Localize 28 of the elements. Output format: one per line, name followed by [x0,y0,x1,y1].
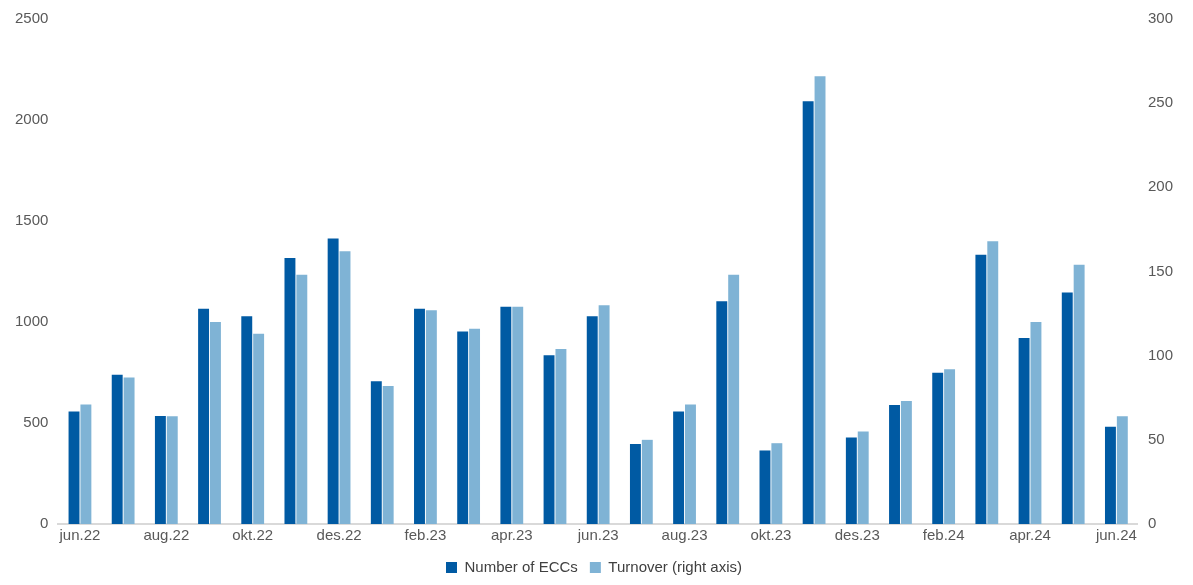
y-tick-label: 500 [23,413,49,431]
x-tick-label: jun.22 [58,526,101,544]
y2-tick-label: 0 [1147,514,1157,532]
y-tick-label: 2000 [14,110,49,128]
x-tick-label: jun.24 [1094,526,1137,544]
y-tick-label: 1500 [14,211,49,229]
y2-tick-label: 250 [1147,93,1173,111]
x-tick-label: jun.23 [576,526,619,544]
y2-tick-label: 300 [1147,9,1173,27]
y-tick-label: 1000 [14,312,49,330]
x-tick-label: des.22 [316,526,362,544]
x-tick-label: apr.24 [1009,526,1051,544]
legend-label: Number of ECCs [464,557,578,575]
y2-tick-label: 100 [1147,345,1173,363]
x-tick-label: okt.22 [232,526,274,544]
x-tick-label: okt.23 [750,526,792,544]
y2-tick-label: 200 [1147,177,1173,195]
legend-label: Turnover (right axis) [608,557,743,575]
x-tick-label: apr.23 [490,526,533,544]
x-tick-label: feb.24 [922,526,965,544]
x-tick-label: aug.22 [143,526,190,544]
y-tick-label: 0 [40,514,49,532]
y-tick-label: 2500 [14,9,49,27]
x-tick-label: aug.23 [661,526,708,544]
y2-tick-label: 150 [1147,261,1173,279]
x-tick-label: feb.23 [404,526,447,544]
y2-tick-label: 50 [1147,429,1165,447]
x-tick-label: des.23 [834,526,880,544]
